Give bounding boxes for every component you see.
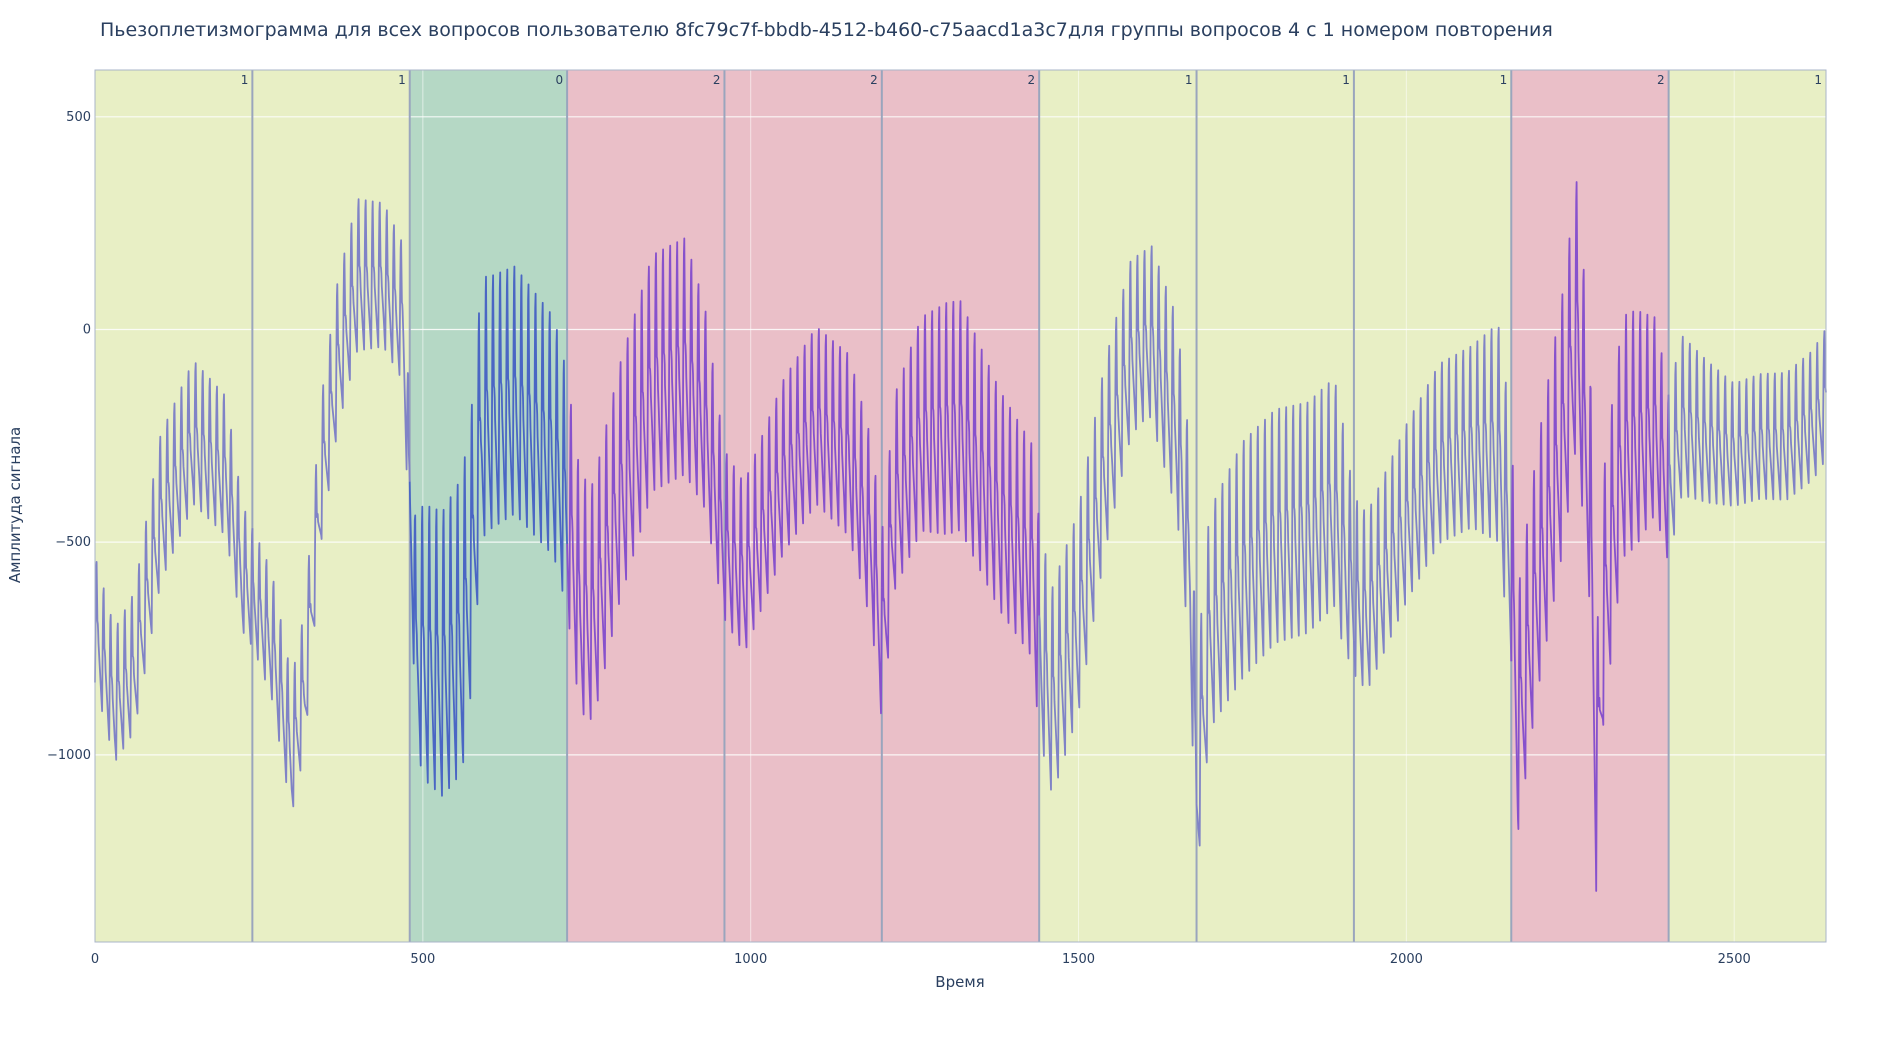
y-axis-ticks: 500 0 −500 −1000: [47, 110, 91, 763]
series-line-segment-8: [1195, 382, 1355, 847]
y-tick-label: 0: [83, 322, 91, 337]
segment-11: [1668, 70, 1826, 942]
x-tick-label: 1500: [1062, 952, 1095, 967]
segment-label: 1: [241, 73, 249, 87]
segment-3: [409, 70, 568, 942]
segment-label: 2: [713, 73, 721, 87]
segment-4: [567, 70, 725, 942]
y-axis-label: Амплитуда сигнала: [6, 427, 24, 583]
series-line-segment-11: [1667, 330, 1827, 536]
plot-frame: [94, 69, 1827, 943]
series-line-segment-9: [1353, 326, 1513, 687]
segment-label: 1: [1500, 73, 1508, 87]
x-tick-label: 0: [91, 952, 99, 967]
x-axis-label: Время: [935, 973, 984, 991]
signal-series: [94, 181, 1827, 892]
segment-label: 2: [1028, 73, 1036, 87]
segment-label: 1: [1814, 73, 1822, 87]
x-tick-label: 2000: [1390, 952, 1423, 967]
segment-backgrounds: [95, 70, 1826, 942]
segment-6: [881, 70, 1040, 942]
segment-labels: 1 1 0 2 2 2 1 1 1 2 1: [241, 73, 1822, 87]
segment-9: [1353, 70, 1512, 942]
x-tick-label: 500: [410, 952, 435, 967]
y-tick-label: 500: [66, 110, 91, 125]
series-line-segment-10: [1510, 181, 1670, 892]
y-tick-label: −1000: [47, 748, 91, 763]
segment-7: [1039, 70, 1197, 942]
x-tick-label: 2500: [1718, 952, 1751, 967]
series-line-segment-2: [251, 198, 411, 808]
series-line-segment-1: [94, 362, 254, 761]
segment-label: 1: [398, 73, 406, 87]
x-tick-label: 1000: [734, 952, 767, 967]
series-line-segment-7: [1038, 245, 1198, 804]
series-line-segment-5: [723, 328, 883, 715]
series-line-segment-4: [566, 237, 726, 720]
segment-label: 2: [870, 73, 878, 87]
y-tick-label: −500: [55, 535, 91, 550]
chart-title: Пьезоплетизмограмма для всех вопросов по…: [100, 19, 1553, 41]
series-line-segment-3: [408, 265, 568, 797]
segment-label: 1: [1185, 73, 1193, 87]
x-axis-ticks: 0 500 1000 1500 2000 2500: [91, 952, 1751, 967]
series-line-segment-6: [880, 300, 1041, 708]
segment-label: 2: [1657, 73, 1665, 87]
segment-2: [252, 70, 410, 942]
segment-label: 0: [555, 73, 563, 87]
segment-label: 1: [1342, 73, 1350, 87]
